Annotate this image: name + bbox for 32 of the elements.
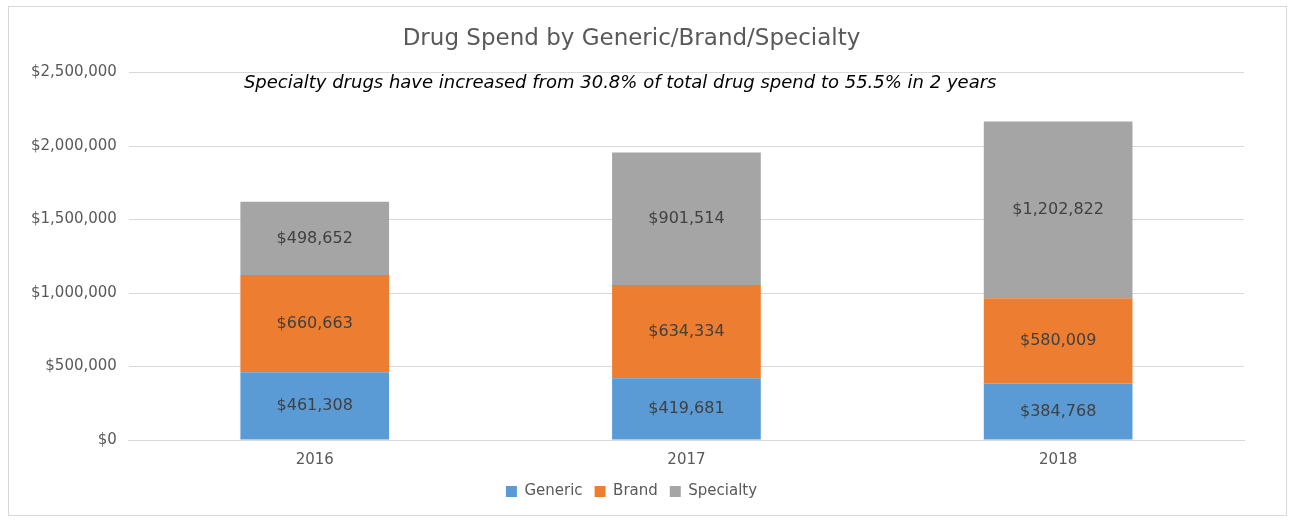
- data-label: $901,514: [648, 208, 725, 228]
- bar: [983, 121, 1133, 299]
- y-tick-label: $2,000,000: [30, 135, 117, 154]
- y-tick-label: $500,000: [45, 356, 117, 375]
- data-label: $634,334: [648, 320, 725, 340]
- y-tick-label: $1,500,000: [30, 209, 117, 228]
- data-label: $1,202,822: [1012, 198, 1104, 218]
- x-tick-label: 2016: [295, 449, 334, 468]
- data-label: $660,663: [276, 312, 353, 332]
- bar: [983, 383, 1133, 440]
- bar: [240, 372, 390, 440]
- bar: [612, 152, 761, 286]
- data-label: $461,308: [276, 395, 353, 415]
- data-label: $580,009: [1019, 329, 1097, 349]
- data-label: $419,681: [648, 398, 725, 418]
- x-tick-label: 2017: [667, 449, 706, 468]
- data-label: $498,652: [276, 227, 353, 247]
- bar: [240, 275, 390, 373]
- y-tick-label: $2,500,000: [30, 62, 117, 81]
- legend-label: Specialty: [688, 481, 758, 500]
- chart-title: Drug Spend by Generic/Brand/Specialty: [402, 23, 861, 50]
- y-tick-label: $0: [97, 429, 117, 448]
- bar: [240, 201, 390, 276]
- legend-label: Generic: [524, 481, 583, 500]
- bar: [983, 298, 1133, 384]
- bar: [612, 285, 761, 379]
- annotation: Specialty drugs have increased from 30.8% of total drug spend to 55.5% in 2 years: [243, 71, 997, 93]
- data-label: $384,768: [1019, 400, 1097, 420]
- bar: [612, 378, 761, 440]
- x-tick-label: 2018: [1039, 449, 1078, 468]
- y-tick-label: $1,000,000: [30, 282, 117, 301]
- legend-label: Brand: [613, 481, 658, 500]
